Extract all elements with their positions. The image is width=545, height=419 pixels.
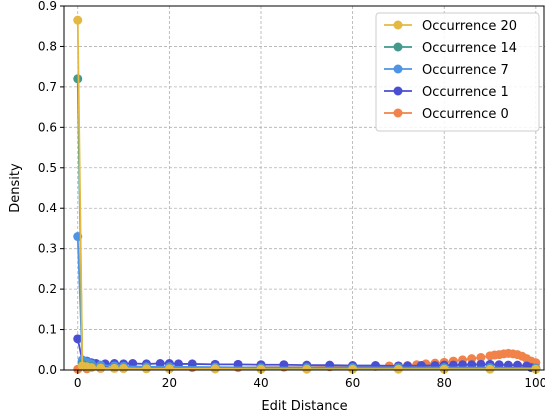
y-tick-label: 0.3 [38,242,57,256]
data-point [256,364,266,374]
legend-box [375,12,540,132]
legend-marker [393,64,403,74]
series-line [76,236,536,369]
x-tick-label: 80 [437,376,452,390]
series-occurrence-20 [73,15,541,374]
x-tick-label: 60 [345,376,360,390]
legend-marker [393,86,403,96]
x-axis-title: Edit Distance [261,399,347,414]
data-point [119,363,129,373]
legend-label: Occurrence 7 [422,63,509,78]
legend: Occurrence 20 Occurrence 14 Occurrence 7 Oc… [375,12,540,132]
legend-label: Occurrence 14 [422,41,517,56]
data-point [439,364,449,374]
data-point [210,364,220,374]
y-tick-label: 0.0 [38,363,57,377]
data-point [96,363,106,373]
data-point [155,359,165,369]
data-point [109,363,119,373]
x-tick-label: 40 [253,376,268,390]
y-tick-label: 0.9 [38,0,57,13]
data-point [393,364,403,374]
legend-item: Occurrence 14 [384,41,517,56]
ticks: 0 20 40 60 80 100 0.0 0.1 0.2 0.3 0.4 0.5 0.6 0.7 0.8 0… [38,0,545,390]
data-point [476,359,486,369]
plot-frame [63,5,545,371]
y-tick-label: 0.1 [38,323,57,337]
y-tick-label: 0.7 [38,80,57,94]
legend-marker [393,42,403,52]
legend-label: Occurrence 1 [422,85,509,100]
data-point [302,364,312,374]
y-tick-label: 0.6 [38,120,57,134]
y-tick-label: 0.4 [38,201,57,215]
x-tick-label: 0 [74,376,82,390]
y-axis-title: Density [8,163,23,213]
data-point [348,364,358,374]
legend-item: Occurrence 20 [384,19,517,34]
data-point [485,364,495,374]
data-point [531,364,541,374]
data-point [141,364,151,374]
legend-item: Occurrence 7 [384,63,509,78]
data-point [476,352,486,362]
legend-label: Occurrence 0 [422,107,509,122]
y-tick-label: 0.2 [38,282,57,296]
legend-marker [393,20,403,30]
y-tick-label: 0.5 [38,161,57,175]
legend-marker [393,108,403,118]
data-point [164,364,174,374]
data-point [73,334,83,344]
data-point [86,363,96,373]
legend-item: Occurrence 0 [384,107,509,122]
x-tick-label: 20 [162,376,177,390]
series-occurrence-7 [73,232,541,373]
x-tick-label: 100 [524,376,545,390]
data-point [73,15,83,25]
legend-item: Occurrence 1 [384,85,509,100]
legend-label: Occurrence 20 [422,19,517,34]
y-tick-label: 0.8 [38,39,57,53]
